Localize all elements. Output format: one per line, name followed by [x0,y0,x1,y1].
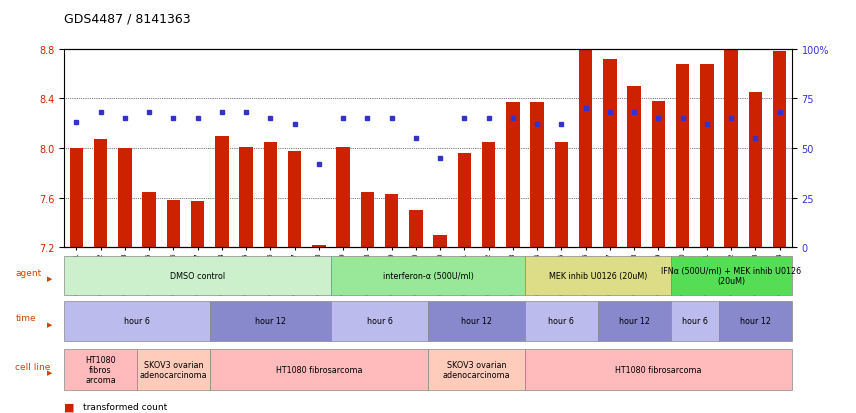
Bar [312,245,325,248]
Text: hour 12: hour 12 [619,317,650,325]
Bar [676,64,689,248]
Bar [360,192,374,248]
Text: cell line: cell line [15,362,51,371]
Bar [579,47,592,248]
Bar [142,192,156,248]
Bar [288,151,301,248]
Bar [433,235,447,248]
Bar [627,87,641,248]
Bar [336,147,350,248]
Bar [724,43,738,248]
Text: hour 12: hour 12 [461,317,492,325]
Text: hour 12: hour 12 [740,317,771,325]
Bar [240,147,253,248]
Bar [482,142,496,248]
Text: ▶: ▶ [47,370,52,375]
Text: ■: ■ [64,412,74,413]
Text: DMSO control: DMSO control [170,271,225,280]
Bar [603,59,616,248]
Text: agent: agent [15,268,42,277]
Text: ■: ■ [64,402,74,412]
Bar [651,102,665,248]
Text: ▶: ▶ [47,275,52,282]
Text: HT1080 fibrosarcoma: HT1080 fibrosarcoma [276,365,362,374]
Text: HT1080
fibros
arcoma: HT1080 fibros arcoma [86,355,116,385]
Text: hour 6: hour 6 [124,317,150,325]
Text: time: time [15,313,36,322]
Bar [409,211,423,248]
Text: ▶: ▶ [47,321,52,327]
Bar [264,142,277,248]
Bar [555,142,568,248]
Text: MEK inhib U0126 (20uM): MEK inhib U0126 (20uM) [549,271,647,280]
Text: hour 6: hour 6 [682,317,708,325]
Text: hour 6: hour 6 [366,317,392,325]
Text: transformed count: transformed count [83,402,167,411]
Text: hour 6: hour 6 [549,317,574,325]
Text: SKOV3 ovarian
adenocarcinoma: SKOV3 ovarian adenocarcinoma [140,360,207,379]
Bar [191,202,205,248]
Bar [458,154,471,248]
Text: IFNα (500U/ml) + MEK inhib U0126
(20uM): IFNα (500U/ml) + MEK inhib U0126 (20uM) [661,266,801,285]
Bar [167,201,180,248]
Text: SKOV3 ovarian
adenocarcinoma: SKOV3 ovarian adenocarcinoma [443,360,510,379]
Text: HT1080 fibrosarcoma: HT1080 fibrosarcoma [615,365,702,374]
Bar [531,103,544,248]
Bar [385,195,398,248]
Text: interferon-α (500U/ml): interferon-α (500U/ml) [383,271,473,280]
Text: hour 12: hour 12 [255,317,286,325]
Bar [69,149,83,248]
Bar [749,93,762,248]
Bar [506,103,520,248]
Bar [118,149,132,248]
Bar [700,64,714,248]
Bar [215,136,229,248]
Text: GDS4487 / 8141363: GDS4487 / 8141363 [64,12,191,25]
Bar [94,140,107,248]
Bar [773,52,787,248]
